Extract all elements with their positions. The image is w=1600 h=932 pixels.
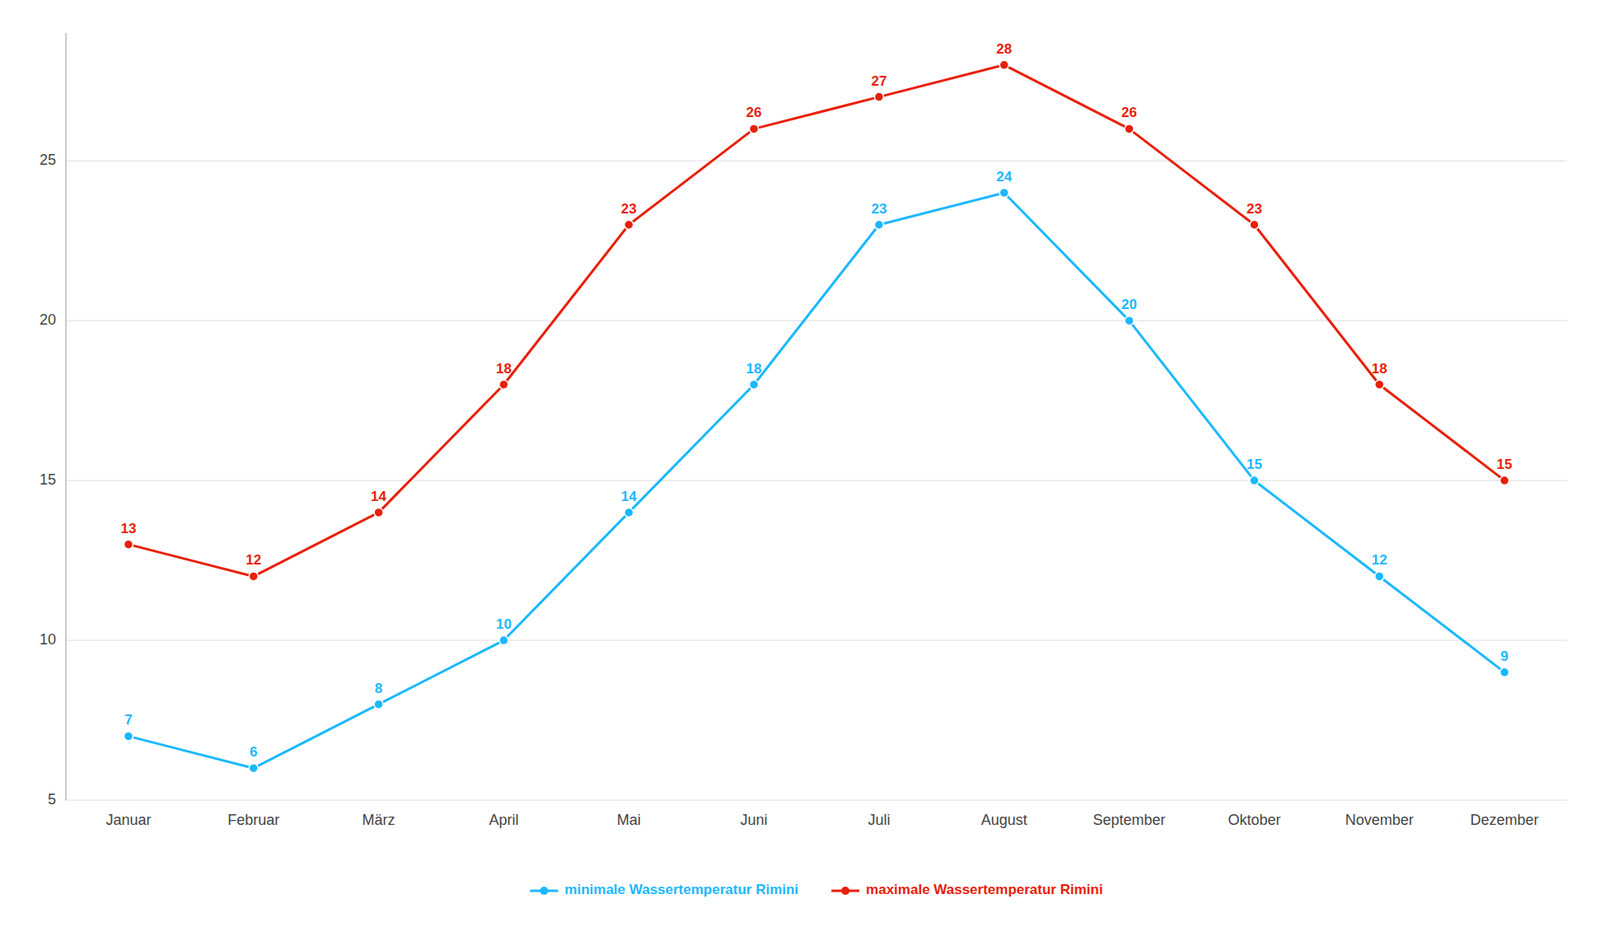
data-label: 6 [249,743,258,760]
y-grid [65,160,1568,800]
chart-container: 5 10 15 20 25 Januar Februar März April Mai Juni Ju… [0,0,1600,932]
x-tick-label: Januar [105,811,151,829]
data-label: 18 [1371,360,1388,377]
data-label: 14 [370,488,387,505]
data-label: 24 [996,168,1012,185]
x-tick-label: Oktober [1227,811,1281,829]
data-label: 27 [870,73,887,89]
point-marker [749,124,759,134]
y-axis-line [65,32,67,800]
data-label: 28 [996,41,1012,57]
data-label: 7 [124,711,132,728]
grid-line [65,640,1568,641]
data-label: 15 [1246,456,1263,473]
point-marker [1500,476,1510,486]
y-tick-label: 25 [39,151,57,169]
legend-item: maximale Wassertemperatur Rimini [831,881,1104,898]
point-marker [123,731,133,741]
legend-item: minimale Wassertemperatur Rimini [529,881,799,898]
x-tick-label: April [488,811,519,829]
x-tick-label: Februar [227,811,280,829]
x-tick-label: Dezember [1470,811,1540,829]
x-tick-label: Juni [740,811,768,829]
series [123,187,1509,772]
data-label: 12 [1371,552,1388,568]
data-label: 23 [870,201,887,217]
data-label: 26 [1121,104,1137,121]
x-tick-labels: Januar Februar März April Mai Juni Juli August S… [105,811,1539,829]
point-marker [1124,124,1134,134]
point-marker [1124,316,1134,326]
series [123,60,1509,581]
point-marker [999,187,1009,197]
x-tick-label: November [1345,811,1414,829]
data-label: 23 [1246,201,1263,217]
legend-label: minimale Wassertemperatur Rimini [564,881,799,898]
x-tick-label: März [362,811,396,829]
data-label: 26 [746,104,763,121]
y-tick-labels: 5 10 15 20 25 [39,151,57,808]
point-marker [499,636,509,646]
grid-line [65,160,1568,162]
x-tick-label: August [981,811,1028,829]
point-marker [999,60,1009,70]
legend: minimale Wassertemperatur Rimini maximale… [529,881,1103,898]
point-marker [499,379,509,389]
point-marker [874,92,884,102]
data-labels: 7 6 8 10 14 18 23 24 20 15 12 9 13 12 14 18 23 26 27 28 26 23… [120,41,1512,760]
point-marker [123,539,133,549]
point-marker [374,699,384,709]
point-marker [874,219,884,230]
data-label: 10 [495,616,512,632]
x-tick-label: Mai [617,811,641,829]
grid-line [65,480,1568,482]
data-label: 20 [1121,296,1137,313]
point-marker [248,571,258,581]
data-label: 23 [621,201,637,217]
point-marker [248,763,258,773]
legend-swatch-marker [841,886,850,895]
series-line [128,65,1505,577]
y-tick-label: 5 [47,790,57,808]
point-marker [1375,571,1385,581]
y-tick-label: 15 [39,471,57,488]
data-label: 9 [1500,648,1508,665]
x-tick-label: Juli [867,811,890,829]
legend-swatch-marker [539,886,548,895]
point-marker [1500,667,1510,677]
point-marker [1375,379,1385,389]
data-label: 8 [374,680,383,697]
point-marker [374,507,384,517]
legend-label: maximale Wassertemperatur Rimini [865,881,1104,898]
point-marker [624,219,634,230]
y-tick-label: 20 [39,311,57,328]
grid-line [65,800,1568,801]
y-tick-label: 10 [39,631,57,648]
data-label: 15 [1497,456,1513,473]
data-label: 18 [495,360,512,377]
point-marker [1249,219,1259,230]
grid-line [65,320,1568,322]
point-marker [1249,476,1259,486]
data-label: 14 [621,488,637,505]
point-marker [749,379,759,389]
data-label: 18 [746,360,763,377]
chart-svg: 5 10 15 20 25 Januar Februar März April Mai Juni Ju… [0,0,1600,932]
data-label: 13 [120,520,136,537]
plot-area [123,60,1509,772]
data-label: 12 [245,552,262,568]
point-marker [624,507,634,517]
x-tick-label: September [1093,811,1166,829]
